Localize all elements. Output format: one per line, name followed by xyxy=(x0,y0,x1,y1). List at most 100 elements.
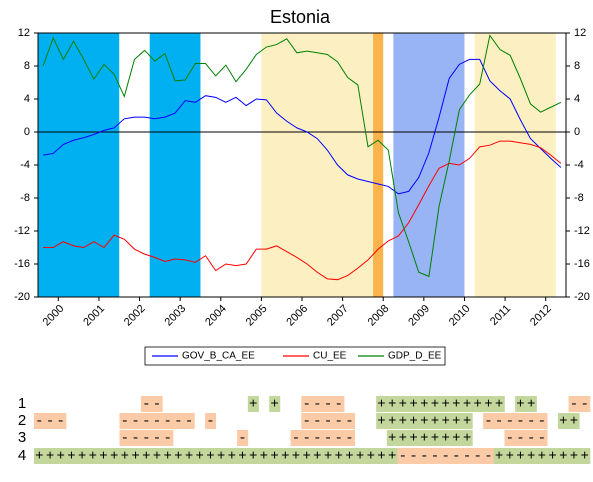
sign-text: + xyxy=(174,449,182,465)
sign-cell xyxy=(376,448,388,464)
sign-cell xyxy=(579,396,591,412)
sign-text: + xyxy=(399,397,407,413)
sign-text: - xyxy=(538,431,546,447)
sign-cell xyxy=(493,413,505,429)
sign-cell xyxy=(269,396,281,412)
sign-text: + xyxy=(420,397,428,413)
sign-text: + xyxy=(516,449,524,465)
sign-text: - xyxy=(163,431,171,447)
sign-text: + xyxy=(270,397,278,413)
sign-cell xyxy=(301,430,313,446)
sign-cell xyxy=(344,413,356,429)
sign-text: + xyxy=(484,397,492,413)
sign-text: + xyxy=(356,449,364,465)
y-tick-label: -20 xyxy=(14,291,30,303)
sign-text: - xyxy=(474,449,482,465)
legend-text: CU_EE xyxy=(313,351,347,362)
sign-text: - xyxy=(570,397,578,413)
sign-cell xyxy=(322,430,334,446)
sign-text: - xyxy=(302,431,310,447)
sign-cell xyxy=(119,430,131,446)
sign-cell xyxy=(386,430,398,446)
sign-text: + xyxy=(527,449,535,465)
sign-text: - xyxy=(142,397,150,413)
sign-text: + xyxy=(399,431,407,447)
sign-text: + xyxy=(570,449,578,465)
sign-cell xyxy=(547,448,559,464)
sign-cell xyxy=(429,430,441,446)
sign-cell xyxy=(215,448,227,464)
sign-text: + xyxy=(302,449,310,465)
sign-cell xyxy=(76,448,88,464)
row-label: 2 xyxy=(18,412,26,429)
y-tick-label: -4 xyxy=(20,159,30,171)
sign-cell xyxy=(333,396,345,412)
sign-text: + xyxy=(409,414,417,430)
sign-text: - xyxy=(324,414,332,430)
sign-cell xyxy=(34,448,45,464)
legend-text: GDP_D_EE xyxy=(388,351,442,362)
sign-cell xyxy=(269,448,281,464)
x-tick-label: 2001 xyxy=(81,303,107,329)
sign-text: + xyxy=(559,414,567,430)
sign-text: - xyxy=(46,414,54,430)
sign-cell xyxy=(140,430,152,446)
sign-text: + xyxy=(345,449,353,465)
x-tick-label: 2005 xyxy=(244,303,270,329)
sign-cell xyxy=(515,396,527,412)
sign-text: - xyxy=(452,449,460,465)
sign-cell xyxy=(408,396,420,412)
sign-cell xyxy=(173,413,184,429)
sign-cell xyxy=(376,413,388,429)
sign-cell xyxy=(279,448,291,464)
sign-text: - xyxy=(324,397,332,413)
sign-cell xyxy=(525,396,537,412)
sign-cell xyxy=(418,413,430,429)
sign-cell xyxy=(205,448,217,464)
sign-cell xyxy=(483,448,495,464)
y-tick-label: -16 xyxy=(14,258,30,270)
sign-cell xyxy=(333,448,345,464)
sign-text: + xyxy=(206,449,214,465)
sign-cell xyxy=(237,430,249,446)
sign-text: - xyxy=(516,414,524,430)
sign-cell xyxy=(568,413,580,429)
sign-text: - xyxy=(441,449,449,465)
sign-text: - xyxy=(345,431,353,447)
sign-cell xyxy=(301,396,313,412)
sign-cell xyxy=(205,413,217,429)
sign-cell xyxy=(183,413,195,429)
sign-text: - xyxy=(527,414,535,430)
y2-tick-label: 4 xyxy=(574,93,580,105)
sign-text: + xyxy=(409,431,417,447)
shaded-region xyxy=(38,33,120,297)
sign-cell xyxy=(119,448,131,464)
sign-text: + xyxy=(388,431,396,447)
sign-text: - xyxy=(463,449,471,465)
sign-text: - xyxy=(238,431,246,447)
sign-text: - xyxy=(206,414,214,430)
sign-cell xyxy=(483,413,495,429)
sign-text: + xyxy=(57,449,65,465)
sign-text: + xyxy=(292,449,300,465)
sign-cell xyxy=(397,448,409,464)
sign-text: + xyxy=(570,414,578,430)
x-tick-label: 2004 xyxy=(203,303,229,329)
sign-text: - xyxy=(580,397,588,413)
sign-text: + xyxy=(67,449,75,465)
sign-text: + xyxy=(142,449,150,465)
sign-cell xyxy=(312,413,323,429)
sign-text: - xyxy=(506,414,514,430)
sign-cell xyxy=(151,430,163,446)
sign-cell xyxy=(504,448,516,464)
sign-cell xyxy=(194,448,206,464)
sign-text: + xyxy=(388,414,396,430)
sign-text: - xyxy=(153,431,161,447)
sign-text: + xyxy=(431,414,439,430)
sign-cell xyxy=(483,396,495,412)
sign-cell xyxy=(525,430,537,446)
sign-text: + xyxy=(463,431,471,447)
sign-cell xyxy=(515,430,527,446)
sign-text: + xyxy=(431,397,439,413)
